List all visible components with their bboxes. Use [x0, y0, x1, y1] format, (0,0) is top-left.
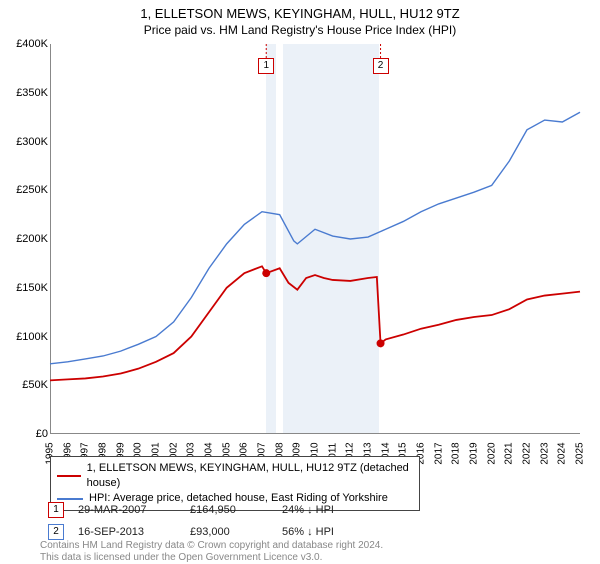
series-property	[50, 266, 580, 380]
legend-label-property: 1, ELLETSON MEWS, KEYINGHAM, HULL, HU12 …	[87, 461, 413, 491]
y-tick-label: £350K	[3, 87, 48, 99]
x-tick-label: 2023	[539, 442, 550, 464]
x-tick-label: 2019	[469, 442, 480, 464]
y-tick-label: £250K	[3, 184, 48, 196]
sales-date-2: 16-SEP-2013	[72, 522, 182, 542]
chart-marker-1: 1	[258, 58, 274, 74]
x-tick-label: 2018	[451, 442, 462, 464]
sales-price-2: £93,000	[184, 522, 274, 542]
sales-delta-1: 24% ↓ HPI	[276, 500, 340, 520]
sales-delta-2: 56% ↓ HPI	[276, 522, 340, 542]
footer-line-2: This data is licensed under the Open Gov…	[40, 552, 383, 564]
sales-row-2: 2 16-SEP-2013 £93,000 56% ↓ HPI	[42, 522, 340, 542]
y-tick-label: £150K	[3, 282, 48, 294]
title-line-1: 1, ELLETSON MEWS, KEYINGHAM, HULL, HU12 …	[10, 6, 590, 21]
series-hpi	[50, 112, 580, 364]
chart-marker-2: 2	[373, 58, 389, 74]
y-tick-label: £300K	[3, 136, 48, 148]
x-tick-label: 2024	[557, 442, 568, 464]
y-tick-label: £200K	[3, 233, 48, 245]
chart-container: 1, ELLETSON MEWS, KEYINGHAM, HULL, HU12 …	[0, 0, 600, 560]
legend-swatch-property	[57, 475, 81, 477]
x-tick-label: 2020	[486, 442, 497, 464]
title-block: 1, ELLETSON MEWS, KEYINGHAM, HULL, HU12 …	[0, 0, 600, 41]
sale-dot-2	[377, 339, 385, 347]
title-line-2: Price paid vs. HM Land Registry's House …	[10, 23, 590, 37]
y-tick-label: £50K	[3, 379, 48, 391]
footer-line-1: Contains HM Land Registry data © Crown c…	[40, 540, 383, 552]
y-tick-label: £0	[3, 428, 48, 440]
y-tick-label: £400K	[3, 38, 48, 50]
x-tick-label: 2021	[504, 442, 515, 464]
sales-marker-2: 2	[48, 524, 64, 540]
sales-price-1: £164,950	[184, 500, 274, 520]
sales-date-1: 29-MAR-2007	[72, 500, 182, 520]
x-tick-label: 2025	[575, 442, 586, 464]
sale-dot-1	[262, 269, 270, 277]
chart-svg	[50, 44, 580, 434]
x-tick-label: 2022	[522, 442, 533, 464]
footer: Contains HM Land Registry data © Crown c…	[40, 540, 383, 564]
sales-marker-1: 1	[48, 502, 64, 518]
x-tick-label: 2017	[433, 442, 444, 464]
legend-row-property: 1, ELLETSON MEWS, KEYINGHAM, HULL, HU12 …	[57, 461, 413, 491]
sales-row-1: 1 29-MAR-2007 £164,950 24% ↓ HPI	[42, 500, 340, 520]
sales-table: 1 29-MAR-2007 £164,950 24% ↓ HPI 2 16-SE…	[40, 498, 342, 544]
y-tick-label: £100K	[3, 331, 48, 343]
